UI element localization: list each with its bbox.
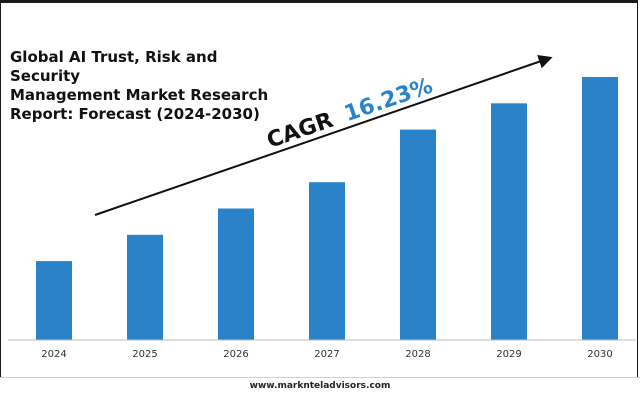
chart-title-line-1: Global AI Trust, Risk and Security xyxy=(10,48,218,85)
chart-title: Global AI Trust, Risk and Security Manag… xyxy=(10,48,270,124)
x-tick-labels: 2024 2025 2026 2027 2028 2029 2030 xyxy=(41,349,612,360)
x-tick-label-2029: 2029 xyxy=(496,349,521,360)
x-tick-label-2030: 2030 xyxy=(587,349,612,360)
bar-2024 xyxy=(36,261,72,340)
bar-series xyxy=(36,77,618,340)
bar-2029 xyxy=(491,103,527,340)
bar-2026 xyxy=(218,208,254,340)
cagr-value: 16.23% xyxy=(341,74,436,127)
chart-title-line-3: Report: Forecast (2024-2030) xyxy=(10,105,260,123)
x-tick-label-2028: 2028 xyxy=(405,349,430,360)
x-tick-label-2026: 2026 xyxy=(223,349,248,360)
bar-2028 xyxy=(400,129,436,340)
footer-bar xyxy=(0,377,640,399)
growth-arrow xyxy=(94,55,553,216)
bar-2027 xyxy=(309,182,345,340)
bar-2030 xyxy=(582,77,618,340)
chart-title-line-2: Management Market Research xyxy=(10,86,269,104)
x-tick-label-2025: 2025 xyxy=(132,349,157,360)
x-tick-label-2024: 2024 xyxy=(41,349,66,360)
footer-website: www.marknteladvisors.com xyxy=(249,381,391,391)
x-tick-label-2027: 2027 xyxy=(314,349,339,360)
bar-2025 xyxy=(127,234,163,340)
cagr-label: CAGR xyxy=(264,108,337,154)
